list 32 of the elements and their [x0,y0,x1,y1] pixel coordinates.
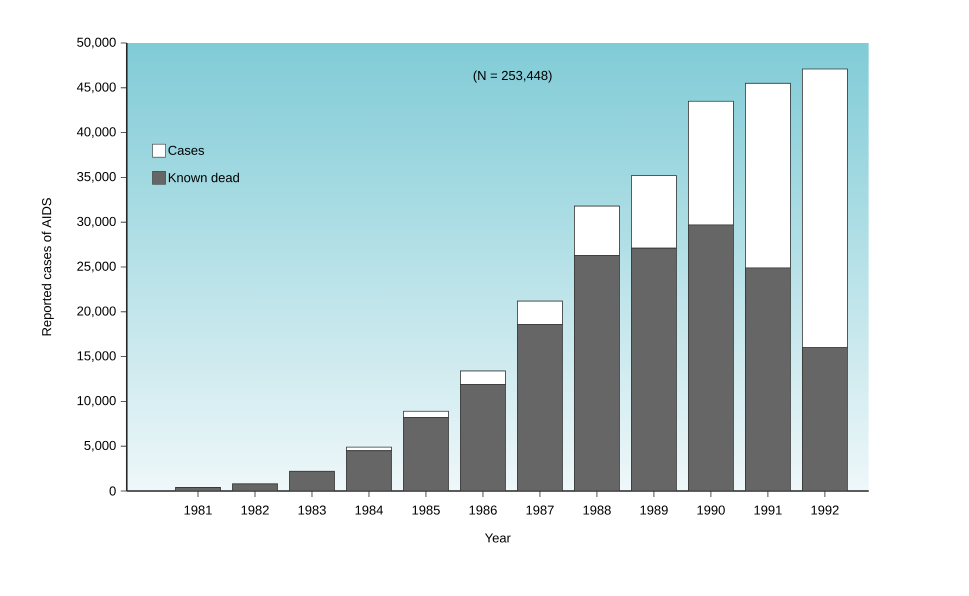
x-tick-label: 1981 [184,506,212,515]
x-tick-label: 1989 [640,506,668,515]
y-tick-label: 15,000 [78,351,116,362]
x-tick-label: 1992 [811,506,839,515]
x-tick-label: 1987 [526,506,554,515]
y-tick-label: 5,000 [84,440,116,452]
x-axis-title: Year [484,534,511,543]
x-tick-label: 1986 [470,506,497,515]
y-tick-label: 25,000 [77,262,116,272]
x-tick-label: 1990 [697,506,725,515]
x-tick-label: 1982 [242,506,269,515]
annotation: (N = 253,448) [474,70,552,83]
legend-label: Cases [168,146,204,155]
bar [346,450,392,492]
bar [175,487,221,492]
y-axis-title: Reported cases of AIDS [42,198,54,336]
y-tick-label: 10,000 [78,396,116,407]
y-tick-label: 45,000 [76,82,116,94]
y-tick-label: 0 [110,486,116,496]
y-tick-label: 40,000 [76,127,116,138]
x-tick-label: 1984 [356,506,383,515]
x-tick-label: 1983 [298,506,326,515]
y-tick-label: 35,000 [77,172,116,183]
x-tick-label: 1991 [754,506,782,515]
bar [232,483,278,492]
x-tick-label: 1988 [584,506,611,515]
x-tick-label: 1985 [412,506,440,515]
bar [289,470,335,492]
y-tick-label: 50,000 [77,38,116,48]
y-tick-label: 30,000 [77,216,116,228]
legend-label: Known dead [168,172,239,182]
y-tick-label: 20,000 [77,306,116,318]
